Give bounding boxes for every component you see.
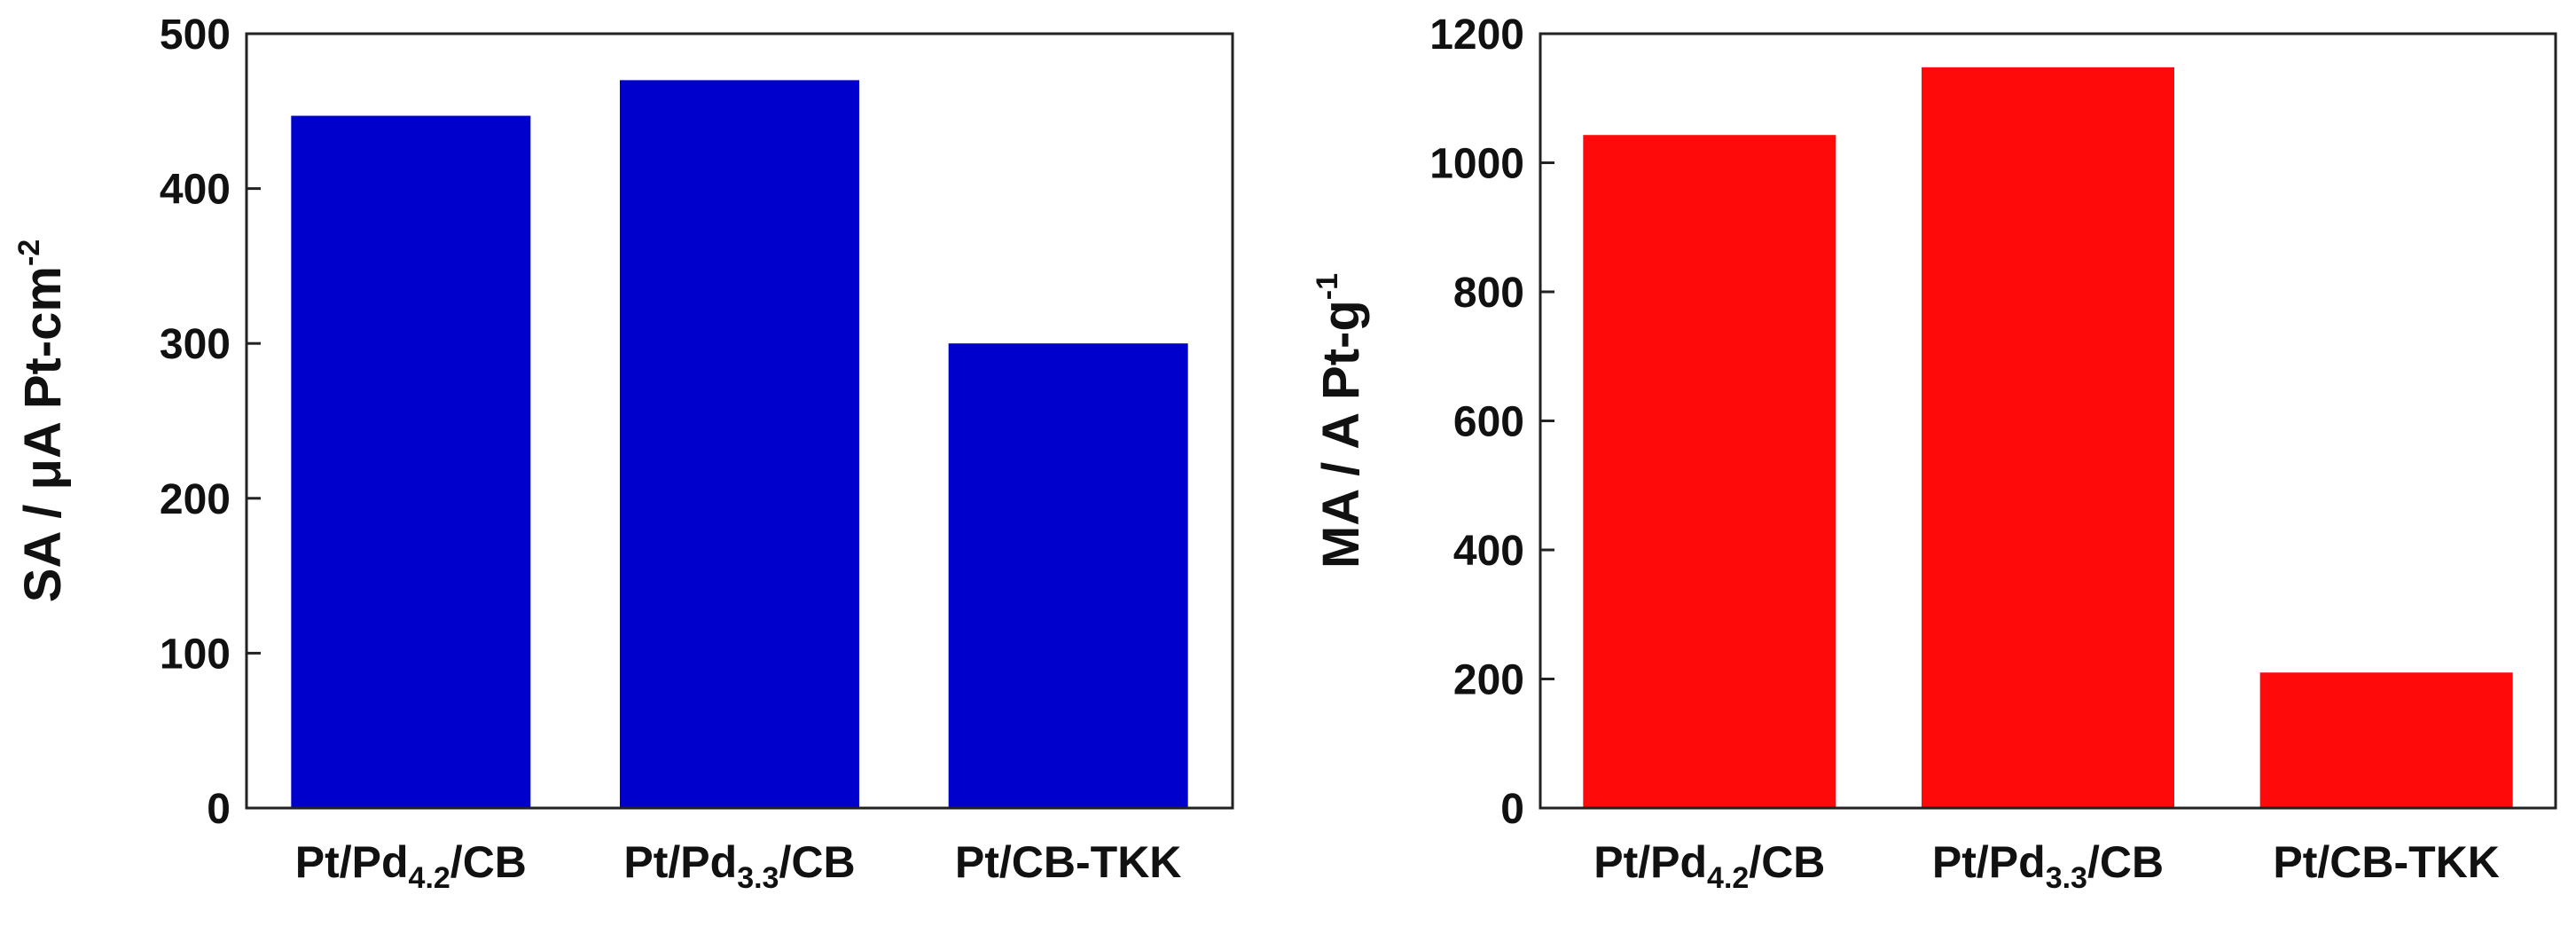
y-tick-label-400: 400 (160, 167, 231, 214)
y-tick-label-200: 200 (160, 476, 231, 523)
y-tick-label-600: 600 (1453, 399, 1524, 446)
y-tick-label-0: 0 (207, 786, 231, 833)
x-tick-label-1: Pt/Pd4.2/CB (1593, 837, 1825, 895)
y-tick-label-0: 0 (1500, 786, 1524, 833)
y-tick-label-300: 300 (160, 321, 231, 368)
x-tick-label-2: Pt/Pd3.3/CB (623, 837, 855, 895)
y-axis-label: SA / μA Pt-cm-2 (12, 239, 72, 602)
bar-2 (1922, 67, 2174, 808)
bar-2 (620, 80, 859, 808)
y-tick-label-1000: 1000 (1429, 141, 1524, 188)
y-tick-label-500: 500 (160, 12, 231, 59)
x-tick-label-3: Pt/CB-TKK (955, 837, 1182, 887)
y-tick-label-200: 200 (1453, 657, 1524, 704)
x-tick-label-3: Pt/CB-TKK (2273, 837, 2500, 887)
bar-3 (2259, 672, 2513, 808)
bar-1 (1583, 135, 1836, 808)
y-tick-label-800: 800 (1453, 270, 1524, 317)
x-tick-label-1: Pt/Pd4.2/CB (295, 837, 527, 895)
bar-3 (948, 343, 1188, 808)
y-axis-label: MA / A Pt-g-1 (1311, 273, 1370, 569)
bar-1 (291, 115, 531, 809)
y-tick-label-100: 100 (160, 631, 231, 678)
y-tick-label-400: 400 (1453, 528, 1524, 575)
chart-panel-1: 0 100 200 300 400 500 Pt/Pd4.2/CB Pt/Pd3.3/CB Pt… (12, 12, 1234, 895)
chart-panel-2: 0 200 400 600 800 1000 1200 Pt/Pd4.2/CB Pt/Pd3.3… (1311, 12, 2557, 895)
y-tick-label-1200: 1200 (1429, 12, 1524, 59)
x-tick-label-2: Pt/Pd3.3/CB (1932, 837, 2164, 895)
plot-frame (245, 32, 1234, 810)
